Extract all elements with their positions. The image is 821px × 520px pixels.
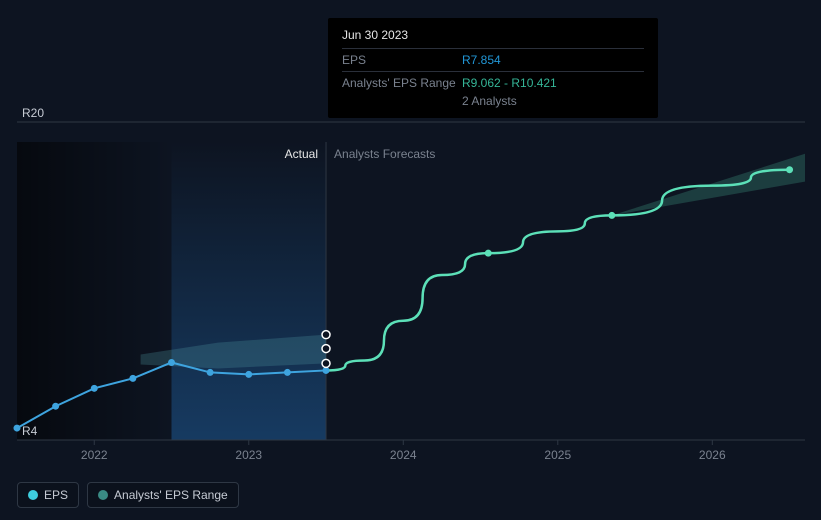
x-axis-label: 2025 [544, 448, 571, 462]
y-axis-label: R20 [22, 106, 44, 120]
chart-tooltip: Jun 30 2023 EPS R7.854 Analysts' EPS Ran… [328, 18, 658, 118]
section-label-actual: Actual [276, 147, 318, 161]
chart-legend: EPS Analysts' EPS Range [17, 482, 239, 508]
tooltip-row-range: Analysts' EPS Range R9.062 - R10.421 [342, 71, 644, 94]
x-axis-label: 2022 [81, 448, 108, 462]
legend-item-analyst-range[interactable]: Analysts' EPS Range [87, 482, 239, 508]
tooltip-value: R9.062 - R10.421 [462, 76, 557, 90]
tooltip-value: R7.854 [462, 53, 501, 67]
tooltip-sub: 2 Analysts [462, 94, 644, 108]
tooltip-label: Analysts' EPS Range [342, 76, 462, 90]
legend-swatch [28, 490, 38, 500]
legend-label: EPS [44, 488, 68, 502]
section-label-forecast: Analysts Forecasts [334, 147, 435, 161]
x-axis-label: 2024 [390, 448, 417, 462]
eps-forecast-chart: Jun 30 2023 EPS R7.854 Analysts' EPS Ran… [0, 0, 821, 520]
legend-label: Analysts' EPS Range [114, 488, 228, 502]
tooltip-label: EPS [342, 53, 462, 67]
x-axis-label: 2026 [699, 448, 726, 462]
tooltip-date: Jun 30 2023 [342, 28, 644, 42]
tooltip-row-eps: EPS R7.854 [342, 48, 644, 71]
legend-item-eps[interactable]: EPS [17, 482, 79, 508]
y-axis-label: R4 [22, 424, 37, 438]
legend-swatch [98, 490, 108, 500]
x-axis-label: 2023 [235, 448, 262, 462]
